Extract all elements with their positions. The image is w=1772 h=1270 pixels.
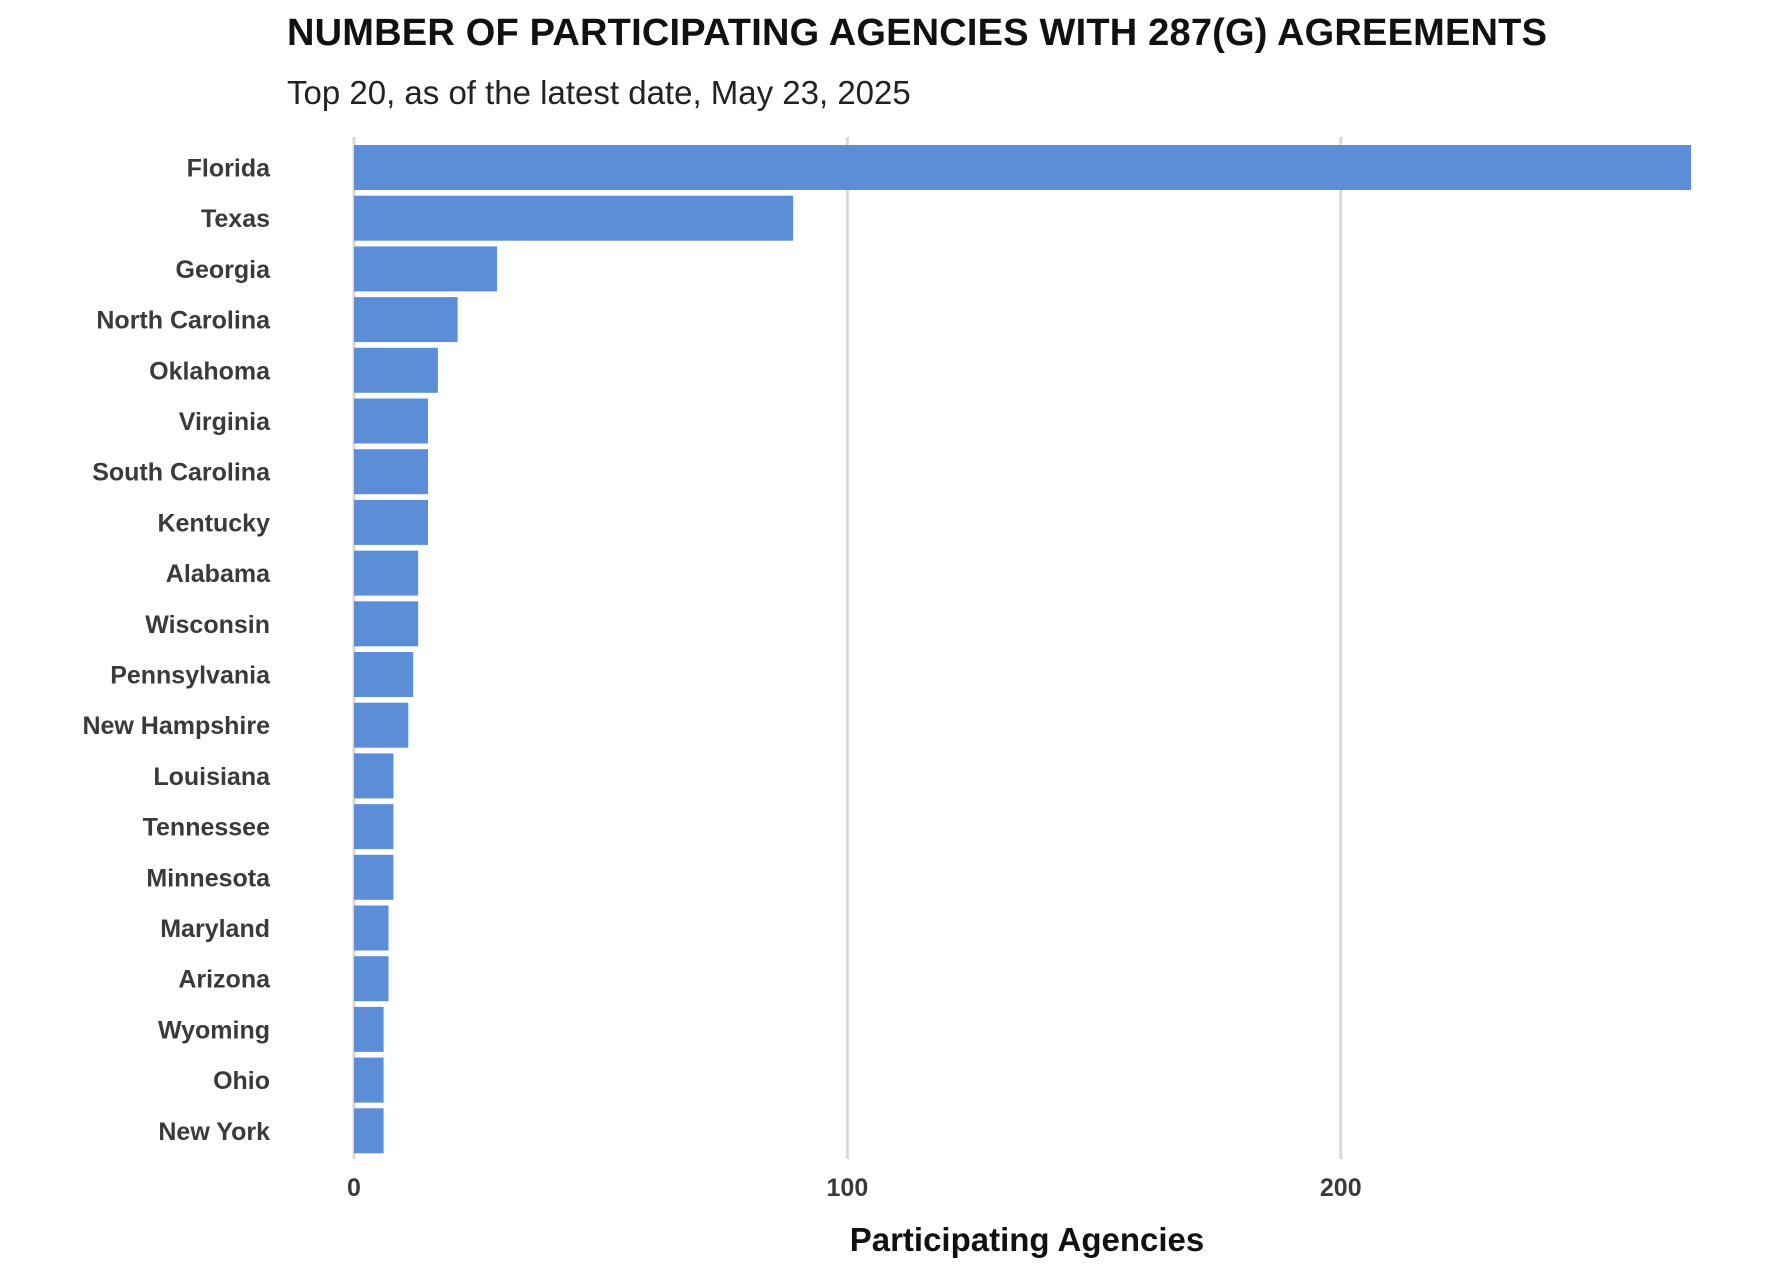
bar-new-york [354,1108,384,1154]
bar-south-carolina [354,449,429,495]
category-label-new-york: New York [158,1118,270,1146]
bar-oklahoma [354,347,438,393]
bar-louisiana [354,753,394,799]
category-label-arizona: Arizona [178,966,271,994]
bar-georgia [354,246,498,292]
gridlines [352,137,1343,1159]
category-label-new-hampshire: New Hampshire [82,712,270,740]
category-label-minnesota: Minnesota [146,864,271,892]
bars [354,145,1692,1154]
bar-arizona [354,956,389,1002]
category-label-virginia: Virginia [179,408,271,436]
x-tick-label-100: 100 [827,1174,869,1202]
category-label-oklahoma: Oklahoma [149,357,271,385]
bar-wyoming [354,1006,384,1052]
category-label-ohio: Ohio [213,1067,270,1095]
bar-virginia [354,398,429,444]
category-label-pennsylvania: Pennsylvania [110,662,271,690]
bar-florida [354,145,1692,190]
bar-new-hampshire [354,702,409,748]
category-labels: Florida Texas Georgia North Carolina Oklahom… [82,155,271,1146]
bar-ohio [354,1057,384,1103]
category-label-louisiana: Louisiana [153,763,271,791]
bar-kentucky [354,499,429,545]
chart-title: NUMBER OF PARTICIPATING AGENCIES WITH 28… [287,12,1548,54]
category-label-florida: Florida [187,155,271,183]
bar-tennessee [354,804,394,850]
bar-pennsylvania [354,652,414,697]
x-tick-label-200: 200 [1320,1174,1362,1202]
bar-wisconsin [354,601,419,647]
category-label-kentucky: Kentucky [157,509,270,537]
category-label-tennessee: Tennessee [143,814,270,842]
chart-subtitle: Top 20, as of the latest date, May 23, 2… [287,74,911,111]
x-axis-ticks: 0 100 200 [347,1174,1362,1202]
category-label-south-carolina: South Carolina [92,459,271,487]
category-label-georgia: Georgia [176,256,272,284]
category-label-north-carolina: North Carolina [96,307,271,335]
category-label-maryland: Maryland [160,915,270,943]
bar-maryland [354,905,389,951]
category-label-alabama: Alabama [166,560,271,588]
category-label-wisconsin: Wisconsin [145,611,270,639]
bar-minnesota [354,854,394,900]
bar-texas [354,195,794,241]
category-label-wyoming: Wyoming [158,1016,270,1044]
x-tick-label-0: 0 [347,1174,361,1202]
x-axis-title: Participating Agencies [850,1221,1205,1258]
bar-alabama [354,550,419,596]
bar-north-carolina [354,297,458,343]
category-label-texas: Texas [201,205,270,233]
